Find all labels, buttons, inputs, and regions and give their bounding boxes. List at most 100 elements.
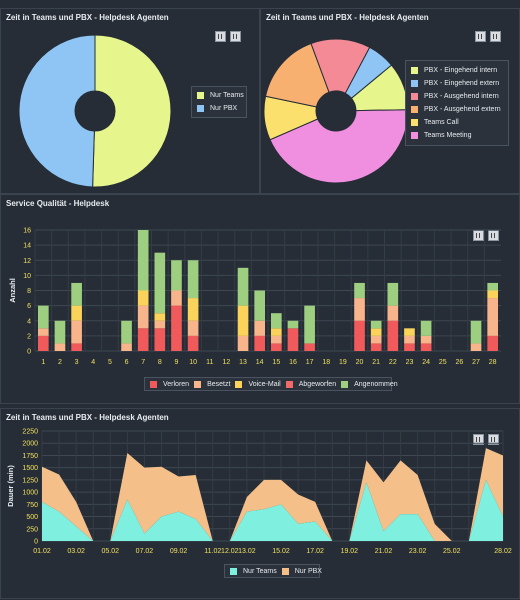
bar-angenommen[interactable] <box>420 320 432 336</box>
x-tick-label: 9 <box>175 359 179 366</box>
bar-besetzt[interactable] <box>420 335 432 344</box>
panel-teams-pbx-donut: Zeit in Teams und PBX - Helpdesk Agenten… <box>0 8 260 194</box>
bar-angenommen[interactable] <box>154 252 166 314</box>
bar-besetzt[interactable] <box>470 343 482 351</box>
legend-swatch <box>411 106 418 113</box>
bar-angenommen[interactable] <box>387 282 399 306</box>
slice-nur-pbx[interactable] <box>18 34 96 188</box>
legend-item-nur-teams[interactable]: Nur Teams <box>192 89 246 102</box>
bar-besetzt[interactable] <box>54 343 66 351</box>
bar-angenommen[interactable] <box>37 305 49 329</box>
slice-pbx-ausgehend-extern[interactable] <box>264 42 330 108</box>
bar-angenommen[interactable] <box>304 305 315 344</box>
legend-item-abgeworfen[interactable]: Abgeworfen <box>281 378 336 391</box>
legend-item-pbx-eingehend-intern[interactable]: PBX - Eingehend intern <box>406 64 508 77</box>
x-tick-label: 27 <box>472 359 480 366</box>
bar-voice-mail[interactable] <box>487 290 499 299</box>
bar-verloren[interactable] <box>154 328 166 351</box>
bar-verloren[interactable] <box>304 343 315 351</box>
bar-verloren[interactable] <box>287 328 299 351</box>
legend: PBX - Eingehend intern PBX - Eingehend e… <box>405 60 509 146</box>
bar-voice-mail[interactable] <box>370 328 382 336</box>
x-tick-label: 01.02 <box>33 548 51 555</box>
bar-angenommen[interactable] <box>237 267 249 306</box>
table-view-icon[interactable] <box>488 434 499 445</box>
legend-item-angenommen[interactable]: Angenommen <box>336 378 398 391</box>
table-view-icon[interactable] <box>490 31 501 42</box>
bar-verloren[interactable] <box>387 320 399 351</box>
data-view-icon[interactable] <box>215 31 226 42</box>
data-view-icon[interactable] <box>475 31 486 42</box>
bar-besetzt[interactable] <box>270 335 282 344</box>
bar-besetzt[interactable] <box>237 335 249 351</box>
bar-besetzt[interactable] <box>370 335 382 344</box>
bar-besetzt[interactable] <box>71 320 82 344</box>
bar-angenommen[interactable] <box>171 260 182 291</box>
bar-angenommen[interactable] <box>187 260 199 299</box>
bar-verloren[interactable] <box>254 335 266 351</box>
bar-besetzt[interactable] <box>387 305 399 321</box>
bar-verloren[interactable] <box>354 320 365 351</box>
bar-verloren[interactable] <box>137 328 149 351</box>
legend-item-besetzt[interactable]: Besetzt <box>189 378 230 391</box>
bar-angenommen[interactable] <box>287 320 299 329</box>
bar-voice-mail[interactable] <box>187 298 199 321</box>
bar-angenommen[interactable] <box>121 320 132 344</box>
bar-besetzt[interactable] <box>37 328 49 336</box>
legend-item-nur-teams[interactable]: Nur Teams <box>225 565 277 578</box>
legend-item-pbx-ausgehend-extern[interactable]: PBX - Ausgehend extern <box>406 103 508 116</box>
bar-angenommen[interactable] <box>470 320 482 344</box>
x-tick-label: 28.02 <box>494 548 512 555</box>
bar-besetzt[interactable] <box>137 305 149 329</box>
bar-verloren[interactable] <box>487 335 499 351</box>
bar-besetzt[interactable] <box>154 320 166 329</box>
bar-besetzt[interactable] <box>354 298 365 321</box>
x-tick-label: 21 <box>372 359 380 366</box>
bar-verloren[interactable] <box>404 343 415 351</box>
bar-verloren[interactable] <box>370 343 382 351</box>
bar-angenommen[interactable] <box>54 320 66 344</box>
bar-besetzt[interactable] <box>254 320 266 336</box>
slice-teams-meeting[interactable] <box>269 109 409 184</box>
slice-nur-teams[interactable] <box>92 34 172 188</box>
bar-voice-mail[interactable] <box>404 328 415 336</box>
bar-voice-mail[interactable] <box>71 305 82 321</box>
bar-besetzt[interactable] <box>404 335 415 344</box>
bar-voice-mail[interactable] <box>270 328 282 336</box>
bar-besetzt[interactable] <box>187 320 199 336</box>
legend-item-teams-call[interactable]: Teams Call <box>406 116 508 129</box>
bar-angenommen[interactable] <box>270 313 282 329</box>
legend-item-nur-pbx[interactable]: Nur PBX <box>192 102 246 115</box>
bar-verloren[interactable] <box>37 335 49 351</box>
bar-angenommen[interactable] <box>354 282 365 299</box>
legend-item-pbx-ausgehend-intern[interactable]: PBX - Ausgehend intern <box>406 90 508 103</box>
bar-verloren[interactable] <box>171 305 182 351</box>
bar-angenommen[interactable] <box>254 290 266 321</box>
slice-pbx-eingehend-extern[interactable] <box>344 46 393 99</box>
bar-verloren[interactable] <box>71 343 82 351</box>
bar-besetzt[interactable] <box>487 298 499 336</box>
bar-angenommen[interactable] <box>487 282 499 291</box>
legend-item-pbx-eingehend-extern[interactable]: PBX - Eingehend extern <box>406 77 508 90</box>
bar-besetzt[interactable] <box>171 290 182 306</box>
chart-type-icon[interactable] <box>473 434 484 445</box>
bar-angenommen[interactable] <box>71 282 82 306</box>
bar-voice-mail[interactable] <box>137 290 149 306</box>
table-view-icon[interactable] <box>230 31 241 42</box>
area-nur-teams[interactable] <box>42 479 503 541</box>
x-tick-label: 28 <box>489 359 497 366</box>
bar-angenommen[interactable] <box>137 230 149 291</box>
legend-item-nur-pbx[interactable]: Nur PBX <box>277 565 322 578</box>
bar-angenommen[interactable] <box>370 320 382 329</box>
bar-verloren[interactable] <box>420 343 432 351</box>
bar-verloren[interactable] <box>270 343 282 351</box>
legend-item-voice-mail[interactable]: Voice-Mail <box>230 378 281 391</box>
y-tick-label: 12 <box>23 258 31 265</box>
area-nur-pbx[interactable] <box>42 448 503 541</box>
bar-voice-mail[interactable] <box>154 313 166 321</box>
legend-item-verloren[interactable]: Verloren <box>145 378 189 391</box>
bar-besetzt[interactable] <box>121 343 132 351</box>
bar-voice-mail[interactable] <box>237 305 249 336</box>
bar-verloren[interactable] <box>187 335 199 351</box>
legend-item-teams-meeting[interactable]: Teams Meeting <box>406 129 508 142</box>
